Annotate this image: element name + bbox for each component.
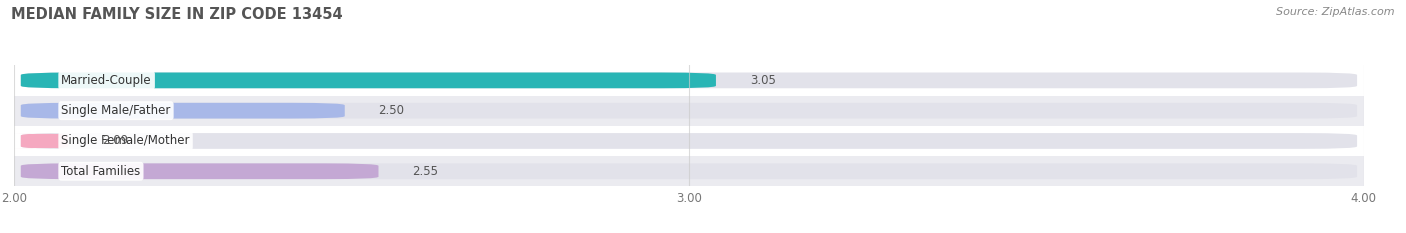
FancyBboxPatch shape [14, 126, 1364, 156]
FancyBboxPatch shape [14, 156, 1364, 186]
FancyBboxPatch shape [21, 72, 1357, 88]
FancyBboxPatch shape [21, 133, 1357, 149]
FancyBboxPatch shape [21, 163, 378, 179]
Text: 2.09: 2.09 [101, 134, 128, 147]
Text: Married-Couple: Married-Couple [62, 74, 152, 87]
Text: Source: ZipAtlas.com: Source: ZipAtlas.com [1277, 7, 1395, 17]
Text: 2.55: 2.55 [412, 165, 439, 178]
Text: Single Male/Father: Single Male/Father [62, 104, 170, 117]
FancyBboxPatch shape [21, 103, 1357, 119]
Text: MEDIAN FAMILY SIZE IN ZIP CODE 13454: MEDIAN FAMILY SIZE IN ZIP CODE 13454 [11, 7, 343, 22]
FancyBboxPatch shape [14, 133, 75, 149]
Text: 2.50: 2.50 [378, 104, 405, 117]
Text: 3.05: 3.05 [749, 74, 776, 87]
FancyBboxPatch shape [21, 72, 716, 88]
FancyBboxPatch shape [14, 65, 1364, 96]
FancyBboxPatch shape [21, 103, 344, 119]
FancyBboxPatch shape [14, 96, 1364, 126]
Text: Total Families: Total Families [62, 165, 141, 178]
Text: Single Female/Mother: Single Female/Mother [62, 134, 190, 147]
FancyBboxPatch shape [21, 163, 1357, 179]
